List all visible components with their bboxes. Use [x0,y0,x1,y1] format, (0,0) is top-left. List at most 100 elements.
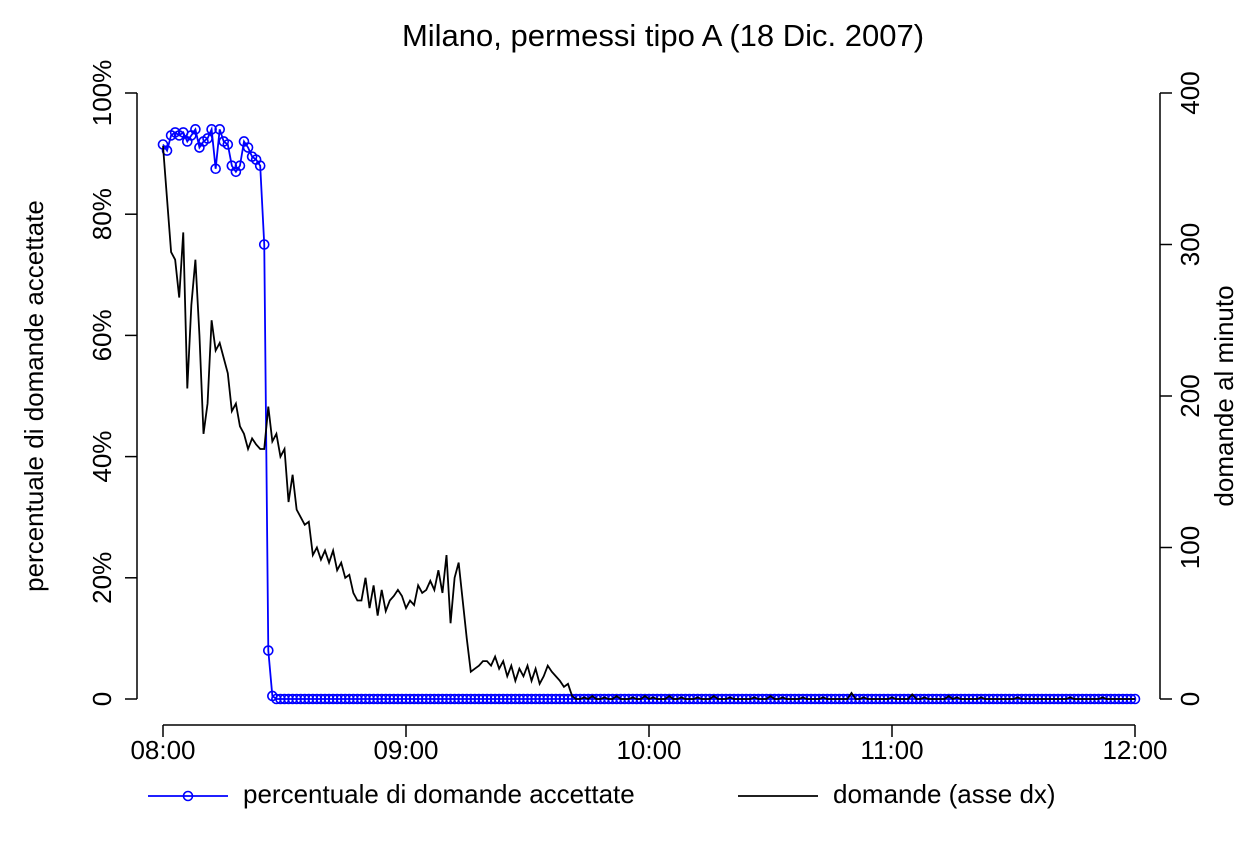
data-point [315,693,327,705]
data-point [534,693,545,705]
data-point [222,139,234,150]
data-point [558,693,570,705]
data-point [505,693,517,705]
data-point [542,693,554,705]
y-tick-label: 100% [87,60,117,127]
data-point [469,693,481,705]
data-point [299,693,311,705]
data-point [489,693,501,705]
data-point [396,693,408,705]
legend-label: domande (asse dx) [833,779,1056,809]
data-point [380,693,392,705]
data-point [408,693,420,705]
x-tick-label: 08:00 [130,735,195,765]
data-point [210,163,221,175]
y2-tick-label: 0 [1175,692,1205,706]
data-point [514,693,525,705]
data-point [441,693,452,705]
data-point [550,693,562,705]
data-point [190,124,201,135]
data-point [234,160,246,172]
y-tick-label: 40% [87,431,117,483]
y-tick-label: 0 [87,692,117,706]
legend-label: percentuale di domande accettate [243,779,635,809]
data-point [275,693,286,705]
data-point [457,693,469,705]
data-point [206,124,217,135]
data-point [271,693,282,705]
y2-tick-label: 300 [1175,223,1205,266]
data-point [343,693,355,705]
data-point [348,693,359,705]
data-point [279,693,290,705]
data-point [339,693,351,705]
data-point [335,693,347,705]
data-point [522,693,533,705]
data-point [554,693,566,705]
y-tick-label: 80% [87,188,117,240]
y2-axis-label: domande al minuto [1209,285,1239,506]
data-point [331,693,343,705]
data-point [501,693,513,705]
y-axis-label: percentuale di domande accettate [19,200,49,592]
data-point [420,693,432,705]
data-point [485,693,497,705]
legend-marker [182,790,194,802]
data-point [538,693,550,705]
data-point [510,693,521,705]
data-point [352,693,363,705]
data-point [360,693,371,705]
x-tick-label: 12:00 [1102,735,1167,765]
data-point [404,693,416,705]
data-point [530,693,541,705]
series-line [162,125,1135,700]
data-point [546,693,558,705]
data-point [400,693,412,705]
y2-tick-label: 200 [1175,374,1205,417]
y2-tick-label: 400 [1175,71,1205,114]
data-point [356,693,367,705]
data-point [376,693,388,705]
y-tick-label: 20% [87,552,117,604]
x-tick-label: 10:00 [616,735,681,765]
data-point [307,693,319,705]
data-point [283,693,294,705]
data-point [582,693,594,705]
data-point [254,160,266,172]
data-point [368,693,379,705]
data-point [429,693,440,705]
data-point [465,693,477,705]
series-line [162,145,1135,701]
y-tick-label: 60% [87,309,117,361]
data-point [412,693,424,705]
data-point [526,693,537,705]
x-tick-label: 09:00 [373,735,438,765]
data-point [445,693,456,705]
data-point [947,693,959,705]
data-point [311,693,323,705]
data-point [424,693,436,705]
data-point [518,693,529,705]
y2-tick-label: 100 [1175,526,1205,569]
data-point [437,693,448,705]
data-point [262,645,274,656]
data-point [461,693,473,705]
data-point [323,693,335,705]
data-point [384,693,396,705]
data-point [497,693,509,705]
data-point [372,693,383,705]
data-point [481,693,493,705]
data-point [319,693,331,705]
data-point [295,693,307,705]
data-point [242,142,254,153]
data-point [493,693,505,705]
data-point [449,693,460,705]
data-point [433,693,444,705]
data-point [562,693,574,705]
data-point [392,693,404,705]
data-point [258,239,270,250]
data-point [453,693,464,705]
chart-title: Milano, permessi tipo A (18 Dic. 2007) [402,18,924,53]
data-point [327,693,339,705]
